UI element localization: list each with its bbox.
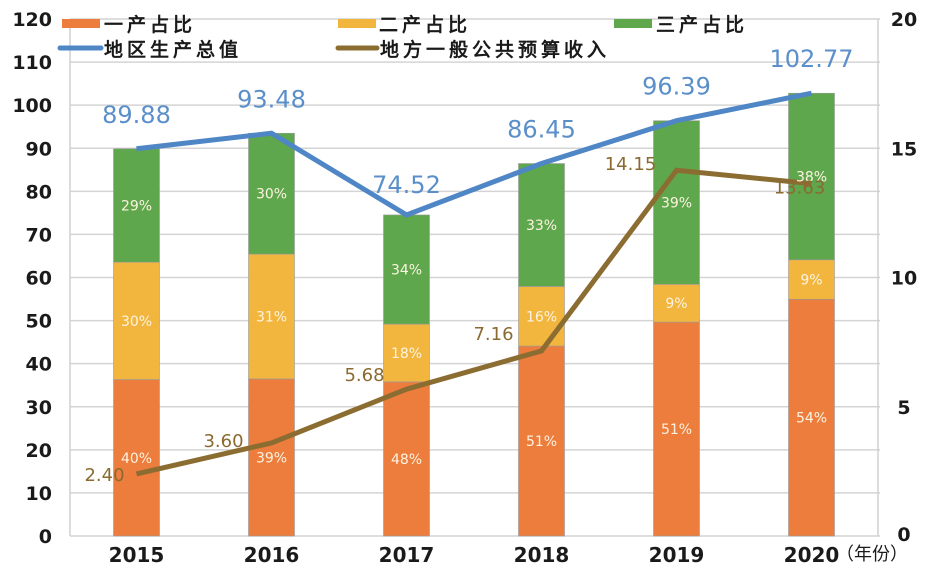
left-tick-label: 30 <box>26 397 52 419</box>
x-tick-label: 2020 <box>784 543 840 567</box>
bar-segment-secondary <box>248 253 295 380</box>
right-tick-label: 5 <box>897 397 910 419</box>
gdp-value-label: 86.45 <box>507 116 576 144</box>
bar-segment-secondary <box>788 259 835 300</box>
left-axis: 0 10 20 30 40 50 60 70 80 90 100 110 120 <box>12 9 52 548</box>
bar-percent-label: 54% <box>796 411 827 427</box>
bar-percent-label: 34% <box>391 263 422 279</box>
x-tick-label: 2016 <box>244 543 300 567</box>
left-tick-label: 50 <box>26 311 52 333</box>
bar-percent-label: 9% <box>665 296 687 312</box>
bar-segment-tertiary <box>383 214 430 325</box>
bar-segment-primary <box>788 298 835 537</box>
revenue-value-label: 3.60 <box>203 431 243 452</box>
left-tick-label: 20 <box>26 440 52 462</box>
right-axis: 0 5 10 15 20 <box>891 9 917 546</box>
bar-percent-label: 48% <box>391 452 422 468</box>
right-tick-label: 0 <box>897 524 910 546</box>
revenue-value-label: 5.68 <box>344 365 384 386</box>
revenue-value-label: 2.40 <box>84 465 124 486</box>
bar-segment-tertiary <box>653 120 700 285</box>
bar-percent-label: 51% <box>661 422 692 438</box>
bar-percent-label: 38% <box>796 170 827 186</box>
legend-label-tertiary: 三产占比 <box>656 13 748 36</box>
left-tick-label: 10 <box>26 483 52 505</box>
legend-label-revenue: 地方一般公共预算收入 <box>380 38 610 61</box>
bar-segment-secondary <box>653 284 700 323</box>
bar-segment-tertiary <box>518 163 565 287</box>
bar-percent-label: 39% <box>661 196 692 212</box>
gdp-value-label: 96.39 <box>642 73 711 101</box>
bar-segment-tertiary <box>248 132 295 255</box>
legend-swatch-tertiary <box>614 19 652 28</box>
bar-percent-label: 31% <box>256 310 287 326</box>
x-tick-label: 2015 <box>109 543 165 567</box>
gdp-value-label: 89.88 <box>102 101 171 129</box>
bar-segment-secondary <box>113 261 160 380</box>
gdp-value-label: 93.48 <box>237 85 306 113</box>
legend-label-gdp: 地区生产总值 <box>104 38 242 61</box>
bar-segment-primary <box>113 379 160 537</box>
left-tick-label: 120 <box>12 9 52 31</box>
x-axis-unit: （年份） <box>836 544 908 565</box>
left-tick-label: 110 <box>12 52 52 74</box>
gdp-line <box>136 90 812 218</box>
revenue-value-label: 14.15 <box>605 154 657 175</box>
line-series <box>135 90 812 477</box>
gridlines <box>69 18 880 537</box>
bar-percent-label: 39% <box>256 450 287 466</box>
right-tick-label: 20 <box>891 9 917 31</box>
left-tick-label: 0 <box>39 526 52 548</box>
data-labels: 40% 30% 29% 39% 31% 30% 48% 18% 34% 51% 16% 33% 51% 9… <box>84 45 853 486</box>
bar-percent-label: 16% <box>526 309 557 325</box>
revenue-line <box>135 167 812 477</box>
bar-segment-secondary <box>383 323 430 383</box>
legend-swatch-primary <box>62 19 100 28</box>
left-tick-label: 90 <box>26 138 52 160</box>
left-tick-label: 100 <box>12 95 52 117</box>
bar-percent-label: 30% <box>121 314 152 330</box>
gdp-value-label: 74.52 <box>372 171 441 199</box>
left-tick-label: 80 <box>26 181 52 203</box>
x-axis: 2015 2016 2017 2018 2019 2020 <box>109 543 840 567</box>
left-tick-label: 40 <box>26 354 52 376</box>
left-tick-label: 60 <box>26 268 52 290</box>
gdp-value-label: 102.77 <box>770 45 854 73</box>
bar-percent-label: 18% <box>391 346 422 362</box>
legend: 一产占比 二产占比 三产占比 地区生产总值 地方一般公共预算收入 <box>57 13 748 61</box>
bar-segment-secondary <box>518 286 565 347</box>
bar-segment-primary <box>653 321 700 537</box>
legend-label-secondary: 二产占比 <box>379 13 471 36</box>
revenue-value-label: 13.63 <box>774 178 826 199</box>
bar-segment-tertiary <box>113 148 160 263</box>
revenue-value-label: 7.16 <box>473 324 513 345</box>
x-tick-label: 2019 <box>649 543 705 567</box>
bar-percent-label: 33% <box>526 218 557 234</box>
bar-segment-primary <box>518 345 565 537</box>
bar-percent-label: 9% <box>800 273 822 289</box>
bar-segment-primary <box>248 378 295 537</box>
bar-percent-label: 29% <box>121 198 152 214</box>
right-tick-label: 10 <box>891 268 917 290</box>
legend-label-primary: 一产占比 <box>104 13 196 36</box>
x-tick-label: 2017 <box>379 543 435 567</box>
left-tick-label: 70 <box>26 224 52 246</box>
bar-percent-label: 40% <box>121 451 152 467</box>
bar-percent-label: 51% <box>526 434 557 450</box>
bar-percent-label: 30% <box>256 187 287 203</box>
bar-segment-tertiary <box>788 92 835 261</box>
stacked-bars <box>113 92 835 537</box>
x-tick-label: 2018 <box>514 543 570 567</box>
legend-swatch-secondary <box>338 19 376 28</box>
right-tick-label: 15 <box>891 138 917 160</box>
